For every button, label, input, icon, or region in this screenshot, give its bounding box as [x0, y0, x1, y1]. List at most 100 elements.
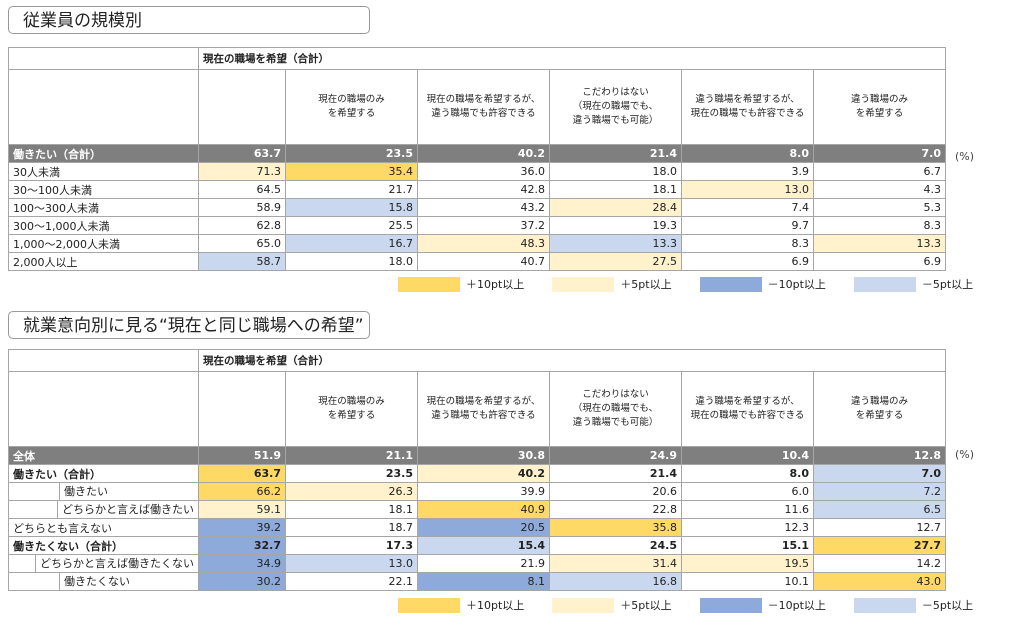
- legend-label: －5pt以上: [921, 599, 974, 612]
- total-value: 21.4: [549, 144, 682, 163]
- cell-value: 7.4: [681, 198, 814, 217]
- legend-item: ＋5pt以上: [552, 276, 672, 292]
- row-label-text: どちらかと言えば働きたい: [62, 503, 194, 516]
- legend-label: ＋10pt以上: [466, 278, 525, 291]
- header-blank: [8, 69, 199, 145]
- legend-item: －10pt以上: [699, 597, 826, 613]
- cell-value: 15.1: [681, 536, 814, 555]
- legend-item: －5pt以上: [853, 597, 974, 613]
- total-value: 51.9: [198, 446, 286, 465]
- cell-value: 21.4: [549, 464, 682, 483]
- header-blank: [8, 47, 199, 70]
- cell-value: 17.3: [285, 536, 418, 555]
- header-blank: [198, 69, 286, 145]
- column-header: 現在の職場を希望するが、 違う職場でも許容できる: [417, 69, 550, 145]
- legend-1: ＋10pt以上 ＋5pt以上 －10pt以上 －5pt以上: [398, 276, 1001, 292]
- cell-value: 16.7: [285, 234, 418, 253]
- cell-value: 28.4: [549, 198, 682, 217]
- column-header: 違う職場を希望するが、 現在の職場でも許容できる: [681, 371, 814, 447]
- legend-swatch: [552, 276, 615, 292]
- cell-value: 34.9: [198, 554, 286, 573]
- cell-value: 63.7: [198, 464, 286, 483]
- total-value: 30.8: [417, 446, 550, 465]
- legend-item: －10pt以上: [699, 276, 826, 292]
- cell-value: 20.6: [549, 482, 682, 501]
- legend-swatch: [398, 276, 460, 292]
- total-value: 23.5: [285, 144, 418, 163]
- row-label-text: どちらかと言えば働きたくない: [40, 557, 194, 570]
- column-header: 現在の職場のみ を希望する: [285, 371, 418, 447]
- legend-swatch: [699, 597, 762, 613]
- row-label-text: 働きたくない: [64, 575, 130, 588]
- section1-title: 従業員の規模別: [8, 6, 370, 34]
- cell-value: 39.9: [417, 482, 550, 501]
- row-label: 働きたくない（合計）: [8, 536, 199, 555]
- row-label: どちらとも言えない: [8, 518, 199, 537]
- cell-value: 6.5: [813, 500, 946, 519]
- cell-value: 13.0: [681, 180, 814, 199]
- total-value: 12.8: [813, 446, 946, 465]
- cell-value: 6.7: [813, 162, 946, 181]
- column-header: 現在の職場を希望するが、 違う職場でも許容できる: [417, 371, 550, 447]
- cell-value: 66.2: [198, 482, 286, 501]
- cell-value: 59.1: [198, 500, 286, 519]
- legend-swatch: [398, 597, 460, 613]
- cell-value: 71.3: [198, 162, 286, 181]
- row-label: 30人未満: [8, 162, 199, 181]
- cell-value: 9.7: [681, 216, 814, 235]
- cell-value: 11.6: [681, 500, 814, 519]
- header-blank: [8, 371, 199, 447]
- cell-value: 40.7: [417, 252, 550, 271]
- cell-value: 6.0: [681, 482, 814, 501]
- legend-2: ＋10pt以上 ＋5pt以上 －10pt以上 －5pt以上: [398, 597, 1001, 613]
- header-blank: [198, 371, 286, 447]
- total-value: 63.7: [198, 144, 286, 163]
- legend-label: ＋5pt以上: [620, 599, 672, 612]
- column-header: こだわりはない （現在の職場でも、 違う職場でも可能）: [549, 69, 682, 145]
- cell-value: 39.2: [198, 518, 286, 537]
- cell-value: 3.9: [681, 162, 814, 181]
- total-label: 働きたい（合計）: [8, 144, 199, 163]
- cell-value: 24.5: [549, 536, 682, 555]
- row-label: どちらかと言えば働きたくない: [8, 554, 199, 573]
- total-label: 全体: [8, 446, 199, 465]
- total-value: 8.0: [681, 144, 814, 163]
- unit-label-1: (%): [955, 150, 975, 163]
- cell-value: 12.7: [813, 518, 946, 537]
- cell-value: 30.2: [198, 572, 286, 591]
- cell-value: 14.2: [813, 554, 946, 573]
- cell-value: 20.5: [417, 518, 550, 537]
- row-label-text: 働きたい: [64, 485, 108, 498]
- cell-value: 40.9: [417, 500, 550, 519]
- cell-value: 19.5: [681, 554, 814, 573]
- legend-item: －5pt以上: [853, 276, 973, 292]
- intention-table: 現在の職場を希望（合計） 現在の職場のみ を希望する 現在の職場を希望するが、 違う…: [8, 349, 946, 591]
- cell-value: 8.1: [417, 572, 550, 591]
- cell-value: 18.1: [285, 500, 418, 519]
- table-row: 1,000～2,000人未満 65.0 16.7 48.3 13.3 8.3 13.3: [8, 234, 946, 253]
- table-row: 働きたい 66.2 26.3 39.9 20.6 6.0 7.2: [8, 482, 946, 501]
- cell-value: 36.0: [417, 162, 550, 181]
- cell-value: 21.7: [285, 180, 418, 199]
- row-label: 30～100人未満: [8, 180, 199, 199]
- row-label: 100～300人未満: [8, 198, 199, 217]
- cell-value: 8.3: [681, 234, 814, 253]
- cell-value: 4.3: [813, 180, 946, 199]
- legend-swatch: [853, 597, 916, 613]
- cell-value: 18.0: [285, 252, 418, 271]
- cell-value: 6.9: [681, 252, 814, 271]
- legend-label: －10pt以上: [767, 599, 826, 612]
- header-title: 現在の職場を希望（合計）: [198, 349, 946, 372]
- legend-label: ＋5pt以上: [620, 278, 672, 291]
- column-header: 違う職場を希望するが、 現在の職場でも許容できる: [681, 69, 814, 145]
- size-table: 現在の職場を希望（合計） 現在の職場のみ を希望する 現在の職場を希望するが、 違う…: [8, 47, 946, 271]
- row-label: 300～1,000人未満: [8, 216, 199, 235]
- cell-value: 18.1: [549, 180, 682, 199]
- row-label: 働きたい（合計）: [8, 464, 199, 483]
- table-row: どちらかと言えば働きたくない 34.9 13.0 21.9 31.4 19.5 14.2: [8, 554, 946, 573]
- table-row: 30～100人未満 64.5 21.7 42.8 18.1 13.0 4.3: [8, 180, 946, 199]
- cell-value: 31.4: [549, 554, 682, 573]
- cell-value: 40.2: [417, 464, 550, 483]
- cell-value: 13.3: [813, 234, 946, 253]
- column-header: 違う職場のみ を希望する: [813, 69, 946, 145]
